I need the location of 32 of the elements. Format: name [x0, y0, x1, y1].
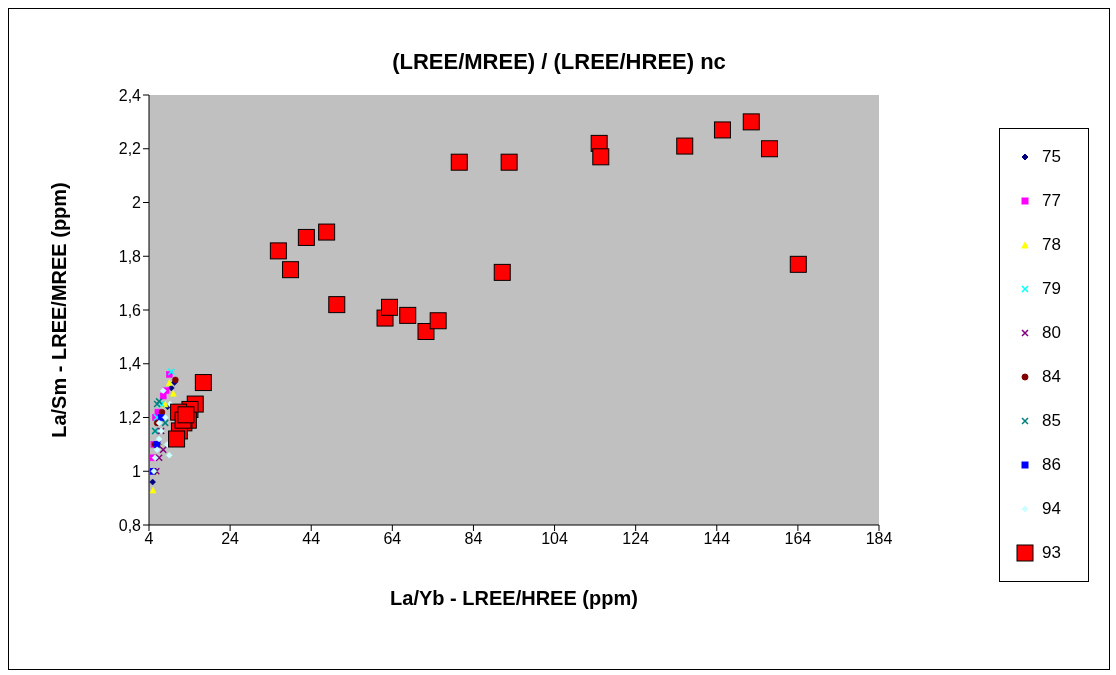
x-tick-label: 64	[383, 530, 402, 548]
y-axis-title: La/Sm - LREE/MREE (ppm)	[48, 182, 71, 438]
legend-label: 93	[1042, 543, 1061, 563]
x-tick-label: 84	[464, 530, 483, 548]
legend-label: 85	[1042, 411, 1061, 431]
legend-label: 84	[1042, 367, 1061, 387]
y-tick-label: 1,8	[118, 247, 142, 265]
x-tick-label: 144	[703, 530, 731, 548]
legend-label: 94	[1042, 499, 1061, 519]
x-tick-label: 104	[541, 530, 568, 548]
legend-label: 77	[1042, 191, 1061, 211]
y-tick-label: 1,2	[118, 409, 142, 427]
y-tick-label: 2	[132, 194, 142, 212]
chart-title: (LREE/MREE) / (LREE/HREE) nc	[391, 48, 727, 75]
x-tick-label: 184	[865, 530, 893, 548]
y-tick-label: 1,4	[118, 355, 142, 373]
x-tick-label: 4	[144, 530, 154, 548]
legend-label: 75	[1042, 147, 1061, 167]
y-tick-label: 1,6	[118, 301, 142, 319]
y-tick-label: 2,4	[118, 86, 142, 104]
x-tick-label: 164	[784, 530, 812, 548]
x-axis-title: La/Yb - LREE/HREE (ppm)	[390, 587, 638, 609]
x-tick-label: 24	[221, 530, 240, 548]
y-tick-label: 0,8	[118, 516, 142, 534]
legend-label: 80	[1042, 323, 1061, 343]
legend-label: 79	[1042, 279, 1061, 299]
legend-label: 86	[1042, 455, 1061, 475]
legend-label: 78	[1042, 235, 1061, 255]
y-tick-label: 2,2	[118, 140, 142, 158]
x-tick-label: 44	[302, 530, 321, 548]
x-tick-label: 124	[622, 530, 650, 548]
y-tick-label: 1	[132, 462, 142, 480]
